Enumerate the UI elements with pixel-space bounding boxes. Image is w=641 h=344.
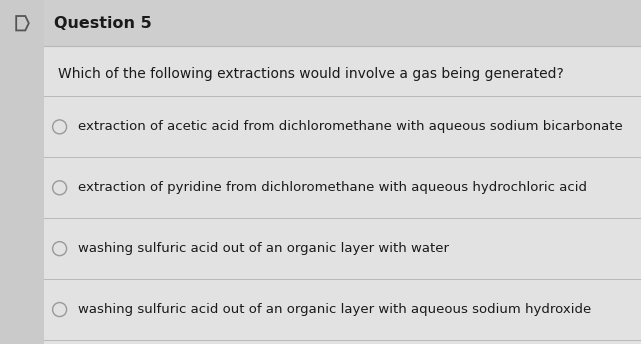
Text: Which of the following extractions would involve a gas being generated?: Which of the following extractions would… <box>58 67 563 82</box>
FancyBboxPatch shape <box>44 0 641 46</box>
FancyBboxPatch shape <box>44 46 641 344</box>
Text: washing sulfuric acid out of an organic layer with water: washing sulfuric acid out of an organic … <box>78 242 449 255</box>
Text: Question 5: Question 5 <box>54 16 151 31</box>
Text: washing sulfuric acid out of an organic layer with aqueous sodium hydroxide: washing sulfuric acid out of an organic … <box>78 303 591 316</box>
Text: extraction of acetic acid from dichloromethane with aqueous sodium bicarbonate: extraction of acetic acid from dichlorom… <box>78 120 622 133</box>
Text: extraction of pyridine from dichloromethane with aqueous hydrochloric acid: extraction of pyridine from dichlorometh… <box>78 181 587 194</box>
FancyBboxPatch shape <box>0 0 44 344</box>
